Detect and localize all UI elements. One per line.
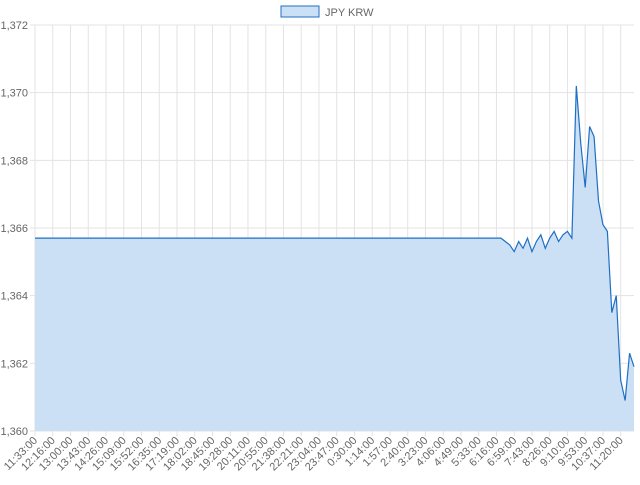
y-tick-label: 1,368 [0,155,28,167]
y-tick-label: 1,372 [0,20,28,32]
y-tick-label: 1,370 [0,88,28,100]
legend-swatch [280,5,320,18]
area [35,85,634,432]
legend-label: JPY KRW [325,7,374,19]
y-tick-label: 1,360 [0,426,28,438]
y-tick-label: 1,364 [0,291,28,303]
y-tick-label: 1,362 [0,358,28,370]
y-tick-label: 1,366 [0,223,28,235]
line [35,85,635,401]
